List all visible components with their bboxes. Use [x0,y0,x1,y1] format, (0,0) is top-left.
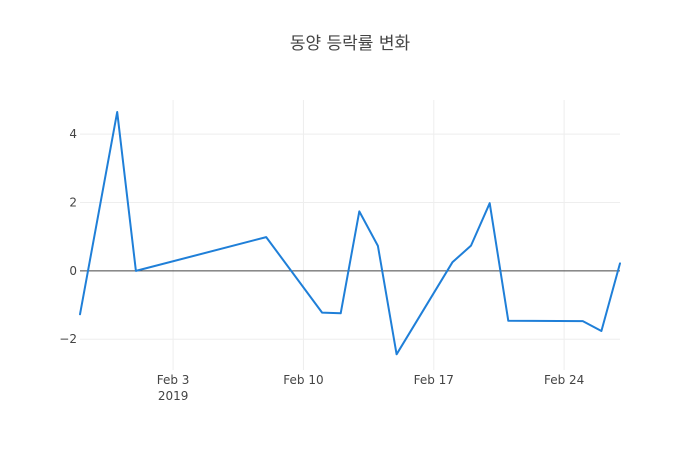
series-line [79,111,621,356]
x-axis: Feb 3 2019 Feb 10 Feb 17 Feb 24 [157,373,585,403]
y-tick-label: 0 [69,264,77,278]
x-tick-label: Feb 10 [283,373,323,387]
chart-title: 동양 등락률 변화 [290,34,411,54]
x-tick-label: Feb 3 [157,373,190,387]
x-tick-label: Feb 24 [544,373,584,387]
y-tick-label: −2 [59,332,77,346]
y-tick-label: 4 [69,127,77,141]
grid-layer [80,100,620,370]
y-tick-label: 2 [69,196,77,210]
y-axis: −2 0 2 4 [59,127,77,346]
x-tick-label: Feb 17 [414,373,454,387]
series-layer [79,111,621,356]
x-tick-sublabel: 2019 [158,389,189,403]
